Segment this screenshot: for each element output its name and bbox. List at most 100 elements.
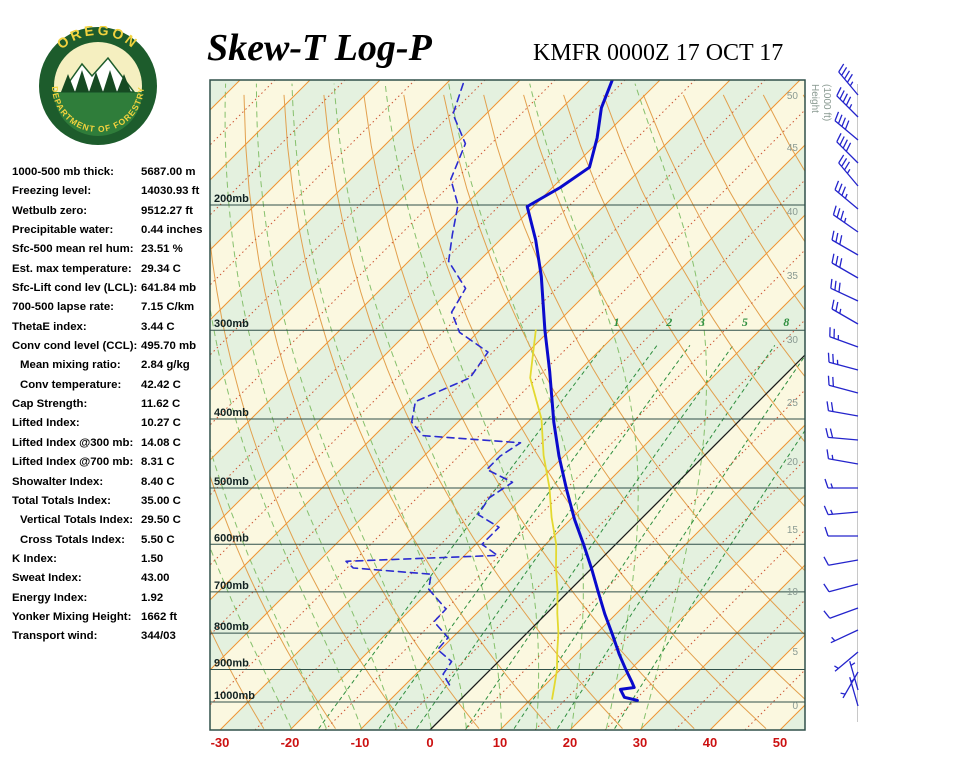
svg-text:500mb: 500mb bbox=[214, 476, 249, 488]
svg-text:45: 45 bbox=[787, 143, 799, 154]
svg-text:800mb: 800mb bbox=[214, 621, 249, 633]
index-value: 35.00 C bbox=[141, 494, 181, 507]
index-value: 641.84 mb bbox=[141, 282, 197, 295]
index-label: Energy Index: bbox=[12, 591, 88, 604]
index-label: Conv temperature: bbox=[20, 378, 122, 391]
index-row: Freezing level: 14030.93 ft bbox=[12, 185, 212, 204]
index-value: 0.44 inches bbox=[141, 224, 203, 237]
svg-text:25: 25 bbox=[787, 398, 799, 409]
pressure-gridlines bbox=[210, 204, 805, 703]
index-row: Est. max temperature: 29.34 C bbox=[12, 263, 212, 282]
svg-text:10: 10 bbox=[787, 587, 799, 598]
index-row: 700-500 lapse rate: 7.15 C/km bbox=[12, 301, 212, 320]
logo-trees bbox=[61, 70, 131, 92]
index-label: Precipitable water: bbox=[12, 224, 114, 237]
index-value: 3.44 C bbox=[141, 320, 175, 333]
index-label: Est. max temperature: bbox=[12, 262, 132, 275]
svg-text:1: 1 bbox=[613, 315, 619, 329]
station-timestamp: KMFR 0000Z 17 OCT 17 bbox=[533, 40, 784, 66]
index-row: 1000-500 mb thick: 5687.00 m bbox=[12, 166, 212, 185]
index-row: Total Totals Index: 35.00 C bbox=[12, 495, 212, 514]
index-value: 14030.93 ft bbox=[141, 185, 200, 198]
indices-panel: 1000-500 mb thick: 5687.00 m Freezing leve… bbox=[12, 166, 212, 650]
index-row: Conv temperature: 42.42 C bbox=[12, 379, 212, 398]
index-row: Wetbulb zero: 9512.27 ft bbox=[12, 205, 212, 224]
svg-text:40: 40 bbox=[787, 207, 799, 218]
mixing-ratio-labels: 1 2 3 5 8 bbox=[613, 315, 789, 329]
index-label: Lifted Index: bbox=[12, 417, 80, 430]
svg-text:5: 5 bbox=[792, 647, 798, 658]
index-row: Sfc-Lift cond lev (LCL): 641.84 mb bbox=[12, 282, 212, 301]
index-value: 9512.27 ft bbox=[141, 204, 193, 217]
svg-text:700mb: 700mb bbox=[214, 580, 249, 592]
svg-text:Height: Height bbox=[809, 84, 820, 113]
index-label: Cap Strength: bbox=[12, 398, 88, 411]
svg-text:200mb: 200mb bbox=[214, 193, 249, 205]
index-label: Vertical Totals Index: bbox=[20, 514, 134, 527]
index-value: 14.08 C bbox=[141, 436, 181, 449]
index-row: Lifted Index @700 mb: 8.31 C bbox=[12, 456, 212, 475]
svg-text:900mb: 900mb bbox=[214, 657, 249, 669]
svg-text:30: 30 bbox=[633, 735, 647, 750]
svg-text:20: 20 bbox=[787, 457, 799, 468]
index-value: 5.50 C bbox=[141, 533, 175, 546]
svg-text:15: 15 bbox=[787, 525, 799, 536]
index-label: Wetbulb zero: bbox=[12, 204, 88, 217]
svg-text:10: 10 bbox=[493, 735, 507, 750]
index-value: 8.40 C bbox=[141, 475, 175, 488]
index-row: Cap Strength: 11.62 C bbox=[12, 398, 212, 417]
index-label: ThetaE index: bbox=[12, 320, 87, 333]
index-label: Yonker Mixing Height: bbox=[12, 610, 132, 623]
mixing-ratio-lines bbox=[318, 344, 805, 729]
index-label: Conv cond level (CCL): bbox=[12, 340, 138, 353]
index-label: K Index: bbox=[12, 552, 57, 565]
index-row: Lifted Index @300 mb: 14.08 C bbox=[12, 437, 212, 456]
index-value: 8.31 C bbox=[141, 456, 175, 469]
index-row: Vertical Totals Index: 29.50 C bbox=[12, 514, 212, 533]
index-label: Transport wind: bbox=[12, 630, 98, 643]
index-value: 5687.00 m bbox=[141, 166, 196, 178]
dotted-isotherms bbox=[210, 80, 805, 730]
moist-adiabats bbox=[210, 83, 707, 729]
index-label: Lifted Index @300 mb: bbox=[12, 436, 134, 449]
index-row: Sweat Index: 43.00 bbox=[12, 572, 212, 591]
index-value: 11.62 C bbox=[141, 398, 181, 411]
svg-text:0: 0 bbox=[426, 735, 433, 750]
svg-text:50: 50 bbox=[787, 91, 799, 102]
index-row: Lifted Index: 10.27 C bbox=[12, 417, 212, 436]
svg-text:40: 40 bbox=[703, 735, 717, 750]
svg-text:8: 8 bbox=[783, 315, 789, 329]
svg-text:5: 5 bbox=[742, 315, 748, 329]
chart-frame bbox=[209, 79, 806, 731]
wind-barbs bbox=[823, 63, 859, 722]
svg-text:1000mb: 1000mb bbox=[214, 690, 255, 702]
index-value: 495.70 mb bbox=[141, 340, 197, 353]
index-row: ThetaE index: 3.44 C bbox=[12, 321, 212, 340]
svg-text:50: 50 bbox=[773, 735, 787, 750]
index-value: 344/03 bbox=[141, 630, 176, 643]
logo-ground bbox=[54, 92, 142, 136]
page-title: Skew-T Log-P bbox=[207, 27, 432, 69]
index-value: 29.34 C bbox=[141, 262, 181, 275]
index-label: Sfc-Lift cond lev (LCL): bbox=[12, 282, 138, 295]
svg-text:2: 2 bbox=[665, 315, 672, 329]
chart-interior bbox=[210, 80, 805, 730]
index-label: Sweat Index: bbox=[12, 572, 82, 585]
svg-text:-20: -20 bbox=[281, 735, 300, 750]
index-row: Conv cond level (CCL): 495.70 mb bbox=[12, 340, 212, 359]
index-value: 1.50 bbox=[141, 552, 164, 565]
index-label: Cross Totals Index: bbox=[20, 533, 125, 546]
pressure-labels: 200mb 300mb 400mb 500mb 600mb 700mb 800mb 900mb… bbox=[214, 193, 255, 702]
index-value: 1662 ft bbox=[141, 610, 178, 623]
svg-text:(1000 ft): (1000 ft) bbox=[821, 84, 832, 121]
index-value: 43.00 bbox=[141, 572, 170, 585]
svg-text:-10: -10 bbox=[351, 735, 370, 750]
svg-text:0: 0 bbox=[792, 701, 798, 712]
index-label: Total Totals Index: bbox=[12, 494, 111, 507]
svg-text:-30: -30 bbox=[211, 735, 230, 750]
index-label: Mean mixing ratio: bbox=[20, 359, 121, 372]
index-value: 1.92 bbox=[141, 591, 164, 604]
svg-text:35: 35 bbox=[787, 271, 799, 282]
